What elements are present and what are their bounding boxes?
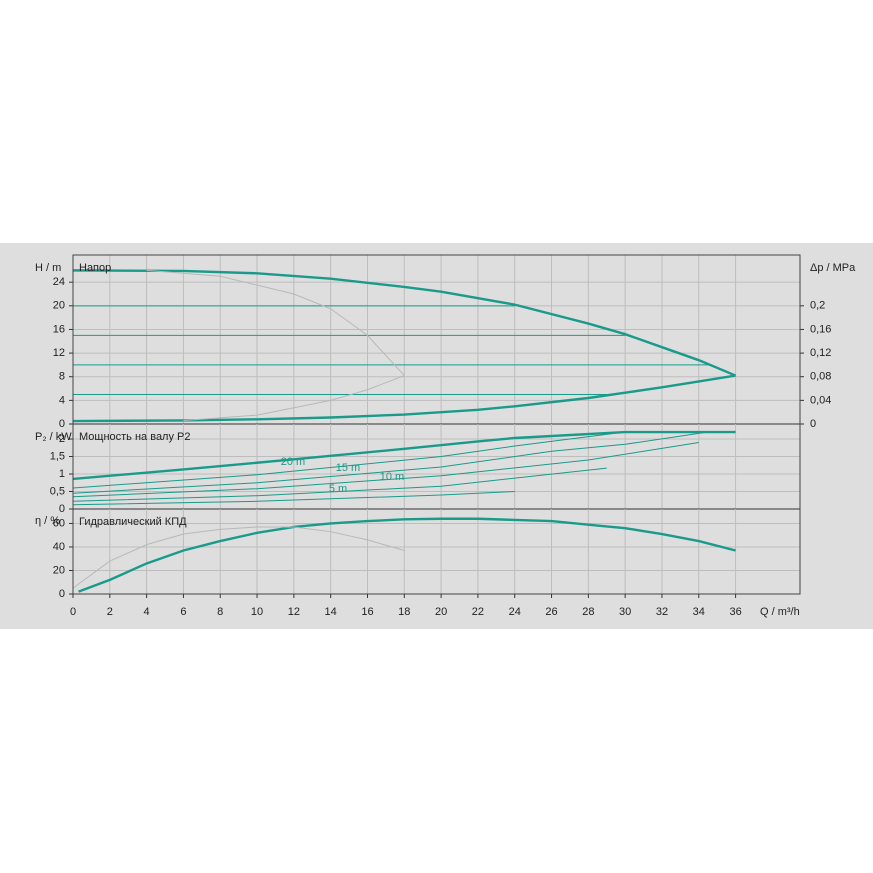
y-tick-label: 8 (59, 371, 65, 383)
x-tick-label: 24 (509, 606, 521, 618)
x-tick-label: 28 (582, 606, 594, 618)
x-tick-label: 16 (361, 606, 373, 618)
x-tick-label: 0 (70, 606, 76, 618)
y2-tick-label: 0 (810, 418, 816, 430)
panel-title: Гидравлический КПД (79, 516, 187, 528)
y-tick-label: 16 (53, 323, 65, 335)
annotation: 5 m (329, 483, 347, 495)
x-tick-label: 2 (107, 606, 113, 618)
annotation: 20 m (281, 456, 305, 468)
curve (146, 269, 405, 376)
y-tick-label: 1,5 (50, 450, 65, 462)
y2-tick-label: 0,12 (810, 347, 831, 359)
x-tick-label: 14 (325, 606, 337, 618)
x-tick-label: 36 (729, 606, 741, 618)
x-axis-label: Q / m³/h (760, 606, 800, 618)
x-tick-label: 18 (398, 606, 410, 618)
y-tick-label: 2 (59, 433, 65, 445)
y-tick-label: 0,5 (50, 485, 65, 497)
curve (72, 269, 737, 377)
y-axis-label: P₂ / kW (35, 431, 72, 443)
annotation: 10 m (380, 471, 404, 483)
y-tick-label: 60 (53, 517, 65, 529)
x-tick-label: 10 (251, 606, 263, 618)
y2-tick-label: 0,04 (810, 394, 831, 406)
y-tick-label: 0 (59, 588, 65, 600)
curve (183, 375, 405, 421)
curve (72, 431, 718, 489)
curve (72, 430, 736, 481)
y-axis-label: H / m (35, 262, 61, 274)
y-tick-label: 0 (59, 503, 65, 515)
y-tick-label: 20 (53, 300, 65, 312)
y-axis-label: η / % (35, 515, 60, 527)
y2-tick-label: 0,16 (810, 323, 831, 335)
panel-title: Мощность на валу P2 (79, 431, 191, 443)
curve (72, 431, 709, 494)
plot-frame (72, 254, 801, 595)
x-tick-label: 6 (180, 606, 186, 618)
y-tick-label: 24 (53, 276, 65, 288)
curve (72, 374, 736, 423)
y-tick-label: 12 (53, 347, 65, 359)
y-tick-label: 4 (59, 394, 65, 406)
y2-axis-label: Δp / MPa (810, 262, 856, 274)
annotation: 15 m (336, 462, 360, 474)
y2-tick-label: 0,2 (810, 300, 825, 312)
x-tick-label: 20 (435, 606, 447, 618)
curve (72, 526, 405, 589)
curve (72, 467, 607, 502)
y-tick-label: 20 (53, 564, 65, 576)
x-tick-label: 22 (472, 606, 484, 618)
y-tick-label: 1 (59, 468, 65, 480)
y-tick-label: 40 (53, 541, 65, 553)
x-tick-label: 30 (619, 606, 631, 618)
panel-title: Напор (79, 262, 111, 274)
x-tick-label: 26 (545, 606, 557, 618)
curve (72, 491, 515, 506)
y-tick-label: 0 (59, 418, 65, 430)
curve (72, 442, 699, 498)
x-tick-label: 4 (144, 606, 150, 618)
x-tick-label: 12 (288, 606, 300, 618)
curve (78, 517, 736, 593)
x-tick-label: 32 (656, 606, 668, 618)
y2-tick-label: 0,08 (810, 371, 831, 383)
x-tick-label: 34 (693, 606, 705, 618)
x-tick-label: 8 (217, 606, 223, 618)
